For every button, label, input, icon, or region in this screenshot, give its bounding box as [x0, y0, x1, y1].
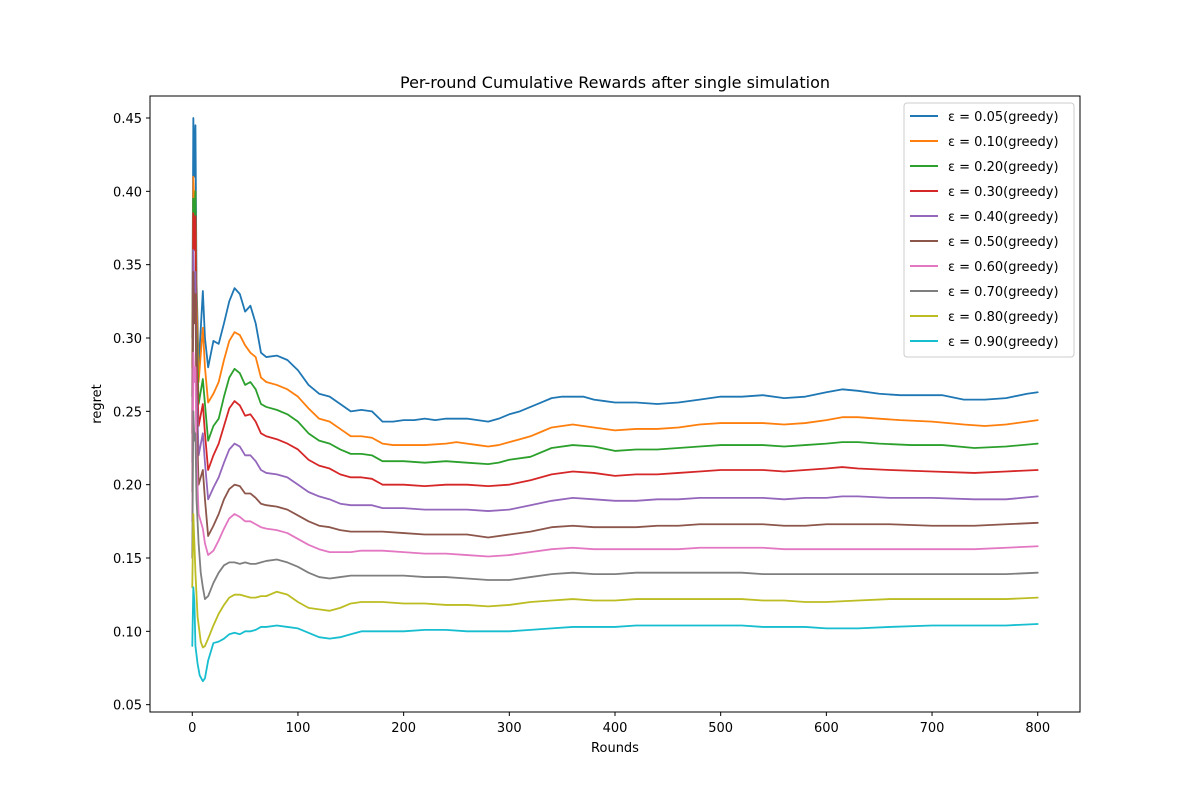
- y-axis-label: regret: [90, 384, 105, 423]
- legend-label-2: ε = 0.20(greedy): [948, 160, 1059, 175]
- tick-layer: 0 100 200 300 400 500 600 700 800 0.05 0.10 0.15 0.2…: [113, 112, 1050, 736]
- x-tick-label: 600: [814, 721, 839, 736]
- x-tick-label: 200: [391, 721, 416, 736]
- legend-label-1: ε = 0.10(greedy): [948, 135, 1059, 150]
- series-line-3: [191, 212, 1039, 488]
- series-line-7: [191, 410, 1039, 600]
- x-axis-label: Rounds: [591, 741, 639, 756]
- series-line-4: [191, 249, 1039, 512]
- legend: ε = 0.05(greedy) ε = 0.10(greedy) ε = 0.20…: [903, 102, 1075, 358]
- legend-label-0: ε = 0.05(greedy): [948, 110, 1059, 125]
- x-tick-label: 400: [603, 721, 628, 736]
- legend-label-9: ε = 0.90(greedy): [948, 335, 1059, 350]
- series-line-8: [191, 513, 1039, 649]
- series-line-9: [191, 586, 1039, 683]
- series-layer: [191, 117, 1039, 683]
- x-tick-label: 100: [286, 721, 311, 736]
- legend-frame: [903, 102, 1075, 358]
- series-line-5: [191, 271, 1039, 539]
- series-line-2: [191, 190, 1039, 466]
- legend-label-7: ε = 0.70(greedy): [948, 285, 1059, 300]
- legend-label-6: ε = 0.60(greedy): [948, 260, 1059, 275]
- y-tick-label: 0.35: [113, 259, 142, 274]
- x-tick-label: 300: [497, 721, 522, 736]
- series-line-0: [191, 117, 1039, 423]
- legend-label-8: ε = 0.80(greedy): [948, 310, 1059, 325]
- y-tick-label: 0.10: [113, 625, 142, 640]
- series-line-1: [191, 175, 1039, 448]
- chart-title: Per-round Cumulative Rewards after singl…: [400, 73, 830, 92]
- y-tick-label: 0.05: [113, 699, 142, 714]
- legend-label-3: ε = 0.30(greedy): [948, 185, 1059, 200]
- series-line-6: [191, 351, 1039, 558]
- y-tick-label: 0.15: [113, 552, 142, 567]
- x-tick-label: 0: [188, 721, 196, 736]
- legend-label-5: ε = 0.50(greedy): [948, 235, 1059, 250]
- y-tick-label: 0.30: [113, 332, 142, 347]
- y-tick-label: 0.40: [113, 185, 142, 200]
- x-tick-label: 800: [1025, 721, 1050, 736]
- y-tick-label: 0.25: [113, 405, 142, 420]
- y-tick-label: 0.20: [113, 479, 142, 494]
- y-tick-label: 0.45: [113, 112, 142, 127]
- plot-area-frame: [149, 95, 1081, 713]
- legend-label-4: ε = 0.40(greedy): [948, 210, 1059, 225]
- x-tick-label: 700: [920, 721, 945, 736]
- x-tick-label: 500: [708, 721, 733, 736]
